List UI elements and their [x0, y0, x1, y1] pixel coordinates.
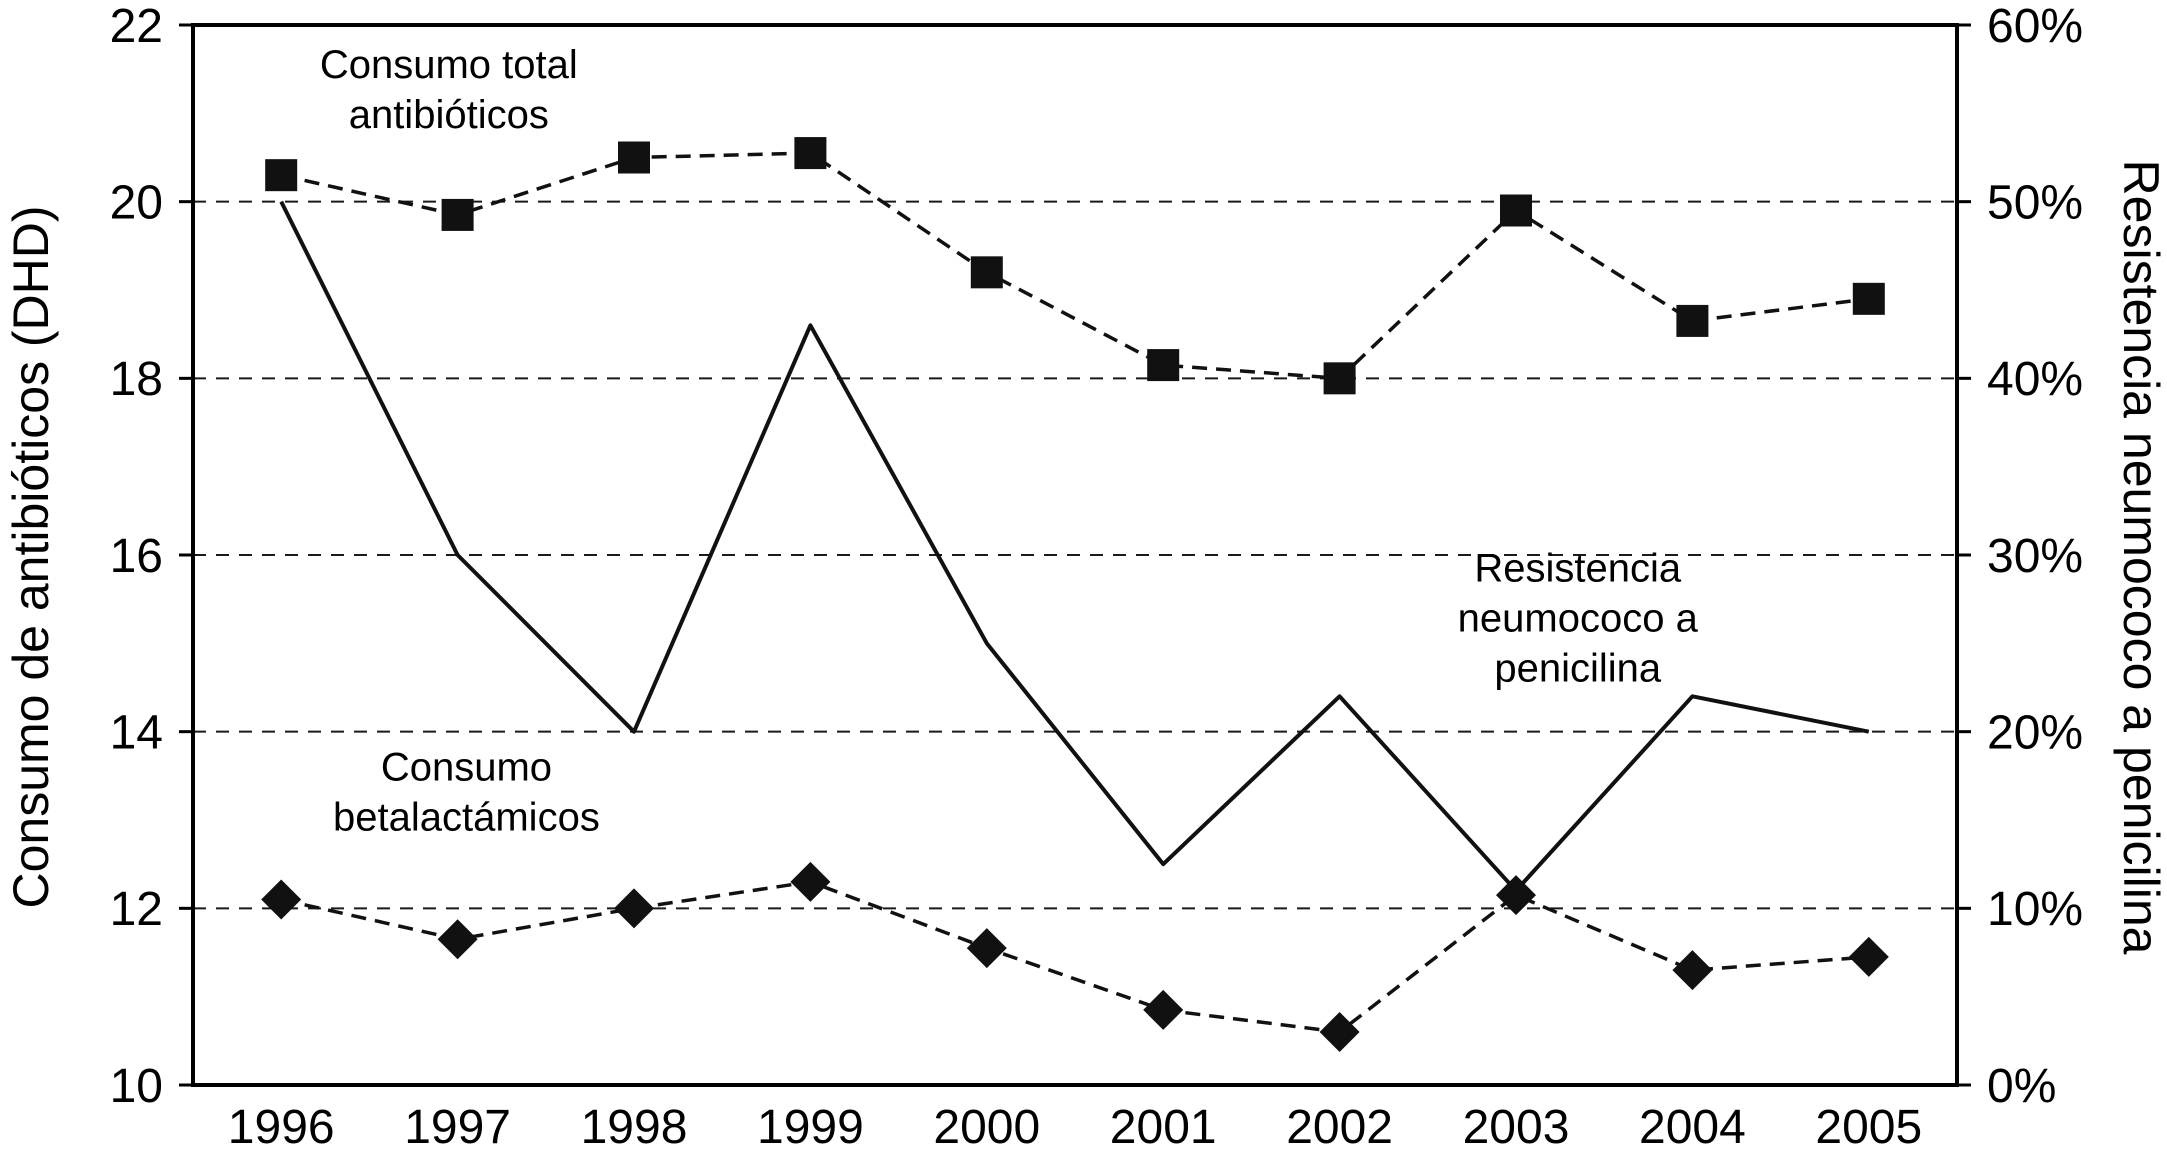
right-tick-label: 50% [1987, 176, 2083, 229]
plot-area: 10 12 14 16 18 20 22 0% 10% 20% 30% 40% 50% 60% 1996 19… [110, 0, 2083, 1154]
diamond-marker [261, 879, 302, 920]
square-marker [441, 198, 474, 231]
right-tick-label: 40% [1987, 353, 2083, 406]
x-tick-label: 2000 [933, 1101, 1040, 1154]
series-line-square [280, 151, 1870, 381]
right-axis-title: Resistencia neumococo a penicilina [2113, 160, 2167, 955]
diamond-marker [1319, 1012, 1360, 1052]
right-tick-label: 0% [1987, 1060, 2056, 1113]
square-marker [1676, 304, 1709, 337]
left-tick-label: 12 [110, 883, 163, 936]
left-tick-label: 10 [110, 1060, 163, 1113]
square-marker [265, 159, 298, 192]
left-axis-title: Consumo de antibióticos (DHD) [3, 205, 59, 908]
left-tick-label: 16 [110, 530, 163, 583]
series-line-diamond [280, 880, 1869, 1034]
right-tick-label: 30% [1987, 530, 2083, 583]
right-tick-label: 60% [1987, 0, 2083, 53]
x-tick-label: 1996 [228, 1101, 335, 1154]
diamond-marker [1672, 950, 1713, 991]
left-tick-label: 20 [110, 176, 163, 229]
x-tick-label: 2001 [1110, 1101, 1217, 1154]
series-line-resistance [279, 200, 1870, 893]
square-marker [1500, 194, 1532, 227]
x-tick-label: 1997 [404, 1101, 511, 1154]
square-marker [618, 141, 650, 174]
diamond-marker [437, 919, 478, 960]
right-tick-label: 20% [1987, 706, 2083, 759]
resistance-label: Resistencia neumococo a penicilina [1458, 547, 1699, 691]
diamond-marker [790, 861, 831, 902]
square-marker [1147, 349, 1180, 382]
square-marker [970, 256, 1003, 289]
square-marker [1323, 362, 1356, 395]
x-tick-label: 2003 [1463, 1101, 1570, 1154]
left-tick-label: 22 [110, 0, 163, 53]
left-tick-label: 14 [110, 706, 163, 759]
diamond-marker [1496, 875, 1536, 916]
diamond-marker [1848, 936, 1889, 977]
square-marker [1852, 282, 1885, 315]
left-tick-label: 18 [110, 353, 163, 406]
total-label: Consumo total antibióticos [320, 43, 578, 137]
right-tick-label: 10% [1987, 883, 2083, 936]
x-tick-label: 2004 [1639, 1101, 1746, 1154]
x-tick-label: 2005 [1815, 1101, 1922, 1154]
diamond-marker [966, 928, 1007, 969]
diamond-marker [1143, 989, 1184, 1030]
x-tick-label: 2002 [1286, 1101, 1393, 1154]
square-marker [794, 137, 827, 170]
x-tick-label: 1999 [757, 1101, 864, 1154]
beta-label: Consumo betalactámicos [333, 745, 600, 839]
diamond-marker [614, 888, 654, 929]
x-tick-label: 1998 [581, 1101, 688, 1154]
